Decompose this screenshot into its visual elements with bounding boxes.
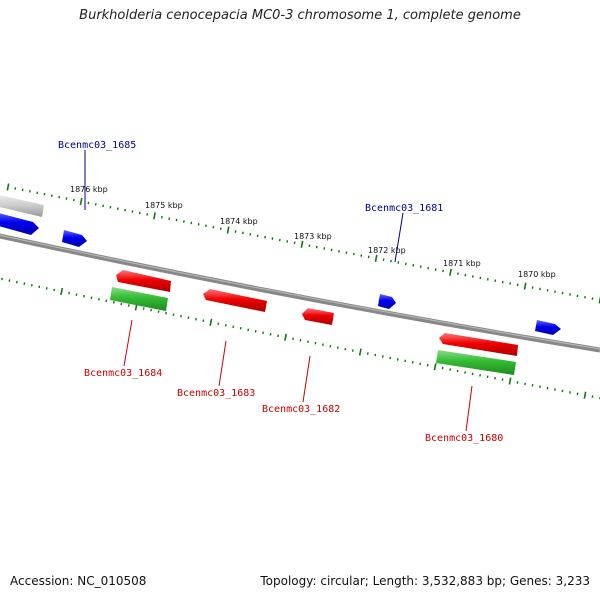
gene-feature-forward[interactable] — [378, 294, 396, 309]
outer-tick-ring — [6, 183, 600, 304]
major-tick — [508, 377, 512, 385]
minor-tick — [1, 277, 3, 281]
major-tick — [358, 348, 362, 356]
chromosome-backbone — [0, 233, 600, 353]
scale-label-1876: 1876 kbp — [70, 185, 108, 194]
major-tick — [284, 333, 288, 341]
scale-label-1871: 1871 kbp — [443, 259, 481, 268]
gene-feature-reverse[interactable] — [302, 308, 334, 325]
major-tick — [209, 318, 213, 326]
scale-label-1874: 1874 kbp — [220, 217, 258, 226]
gene-feature-forward[interactable] — [535, 320, 561, 335]
gene-feature-rna[interactable] — [436, 350, 516, 375]
gene-label-bcenmc03-1682[interactable]: Bcenmc03_1682 — [262, 404, 340, 415]
label-connector — [394, 212, 404, 263]
gene-label-bcenmc03-1683[interactable]: Bcenmc03_1683 — [177, 388, 255, 399]
major-tick — [583, 391, 587, 399]
gene-feature-grey[interactable] — [0, 194, 44, 217]
major-tick — [226, 226, 230, 234]
inner-tick-ring — [1, 277, 600, 400]
gene-feature-reverse[interactable] — [203, 289, 267, 312]
major-tick — [60, 287, 64, 296]
gene-feature-forward[interactable] — [62, 230, 87, 247]
gene-label-bcenmc03-1685[interactable]: Bcenmc03_1685 — [58, 140, 136, 151]
major-tick — [449, 268, 452, 276]
gene-label-bcenmc03-1681[interactable]: Bcenmc03_1681 — [365, 203, 443, 214]
minor-tick — [15, 280, 18, 284]
label-connector — [302, 355, 311, 403]
major-tick — [6, 183, 10, 191]
minor-tick — [8, 279, 11, 282]
label-connector — [465, 385, 473, 432]
scale-label-1872: 1872 kbp — [368, 246, 406, 255]
scale-label-1875: 1875 kbp — [145, 201, 183, 210]
major-tick — [433, 363, 437, 371]
major-tick — [79, 197, 83, 206]
major-tick — [523, 282, 527, 290]
chromosome-backbone-highlight — [0, 234, 600, 350]
gene-label-bcenmc03-1680[interactable]: Bcenmc03_1680 — [425, 433, 503, 444]
gene-feature-reverse[interactable] — [439, 333, 518, 356]
gene-feature-forward[interactable] — [0, 212, 39, 235]
genome-title: Burkholderia cenocepacia MC0-3 chromosom… — [79, 8, 521, 23]
label-connector — [218, 340, 227, 387]
major-tick — [374, 254, 378, 262]
major-tick — [300, 240, 304, 248]
gene-label-bcenmc03-1684[interactable]: Bcenmc03_1684 — [84, 368, 162, 379]
gene-feature-reverse[interactable] — [116, 270, 171, 292]
scale-label-1870: 1870 kbp — [518, 270, 556, 279]
scale-label-1873: 1873 kbp — [294, 232, 332, 241]
label-connector — [123, 319, 133, 367]
genome-summary-text: Topology: circular; Length: 3,532,883 bp… — [260, 574, 590, 588]
accession-text: Accession: NC_010508 — [10, 574, 147, 588]
major-tick — [153, 212, 156, 220]
gene-feature-rna[interactable] — [110, 287, 168, 311]
